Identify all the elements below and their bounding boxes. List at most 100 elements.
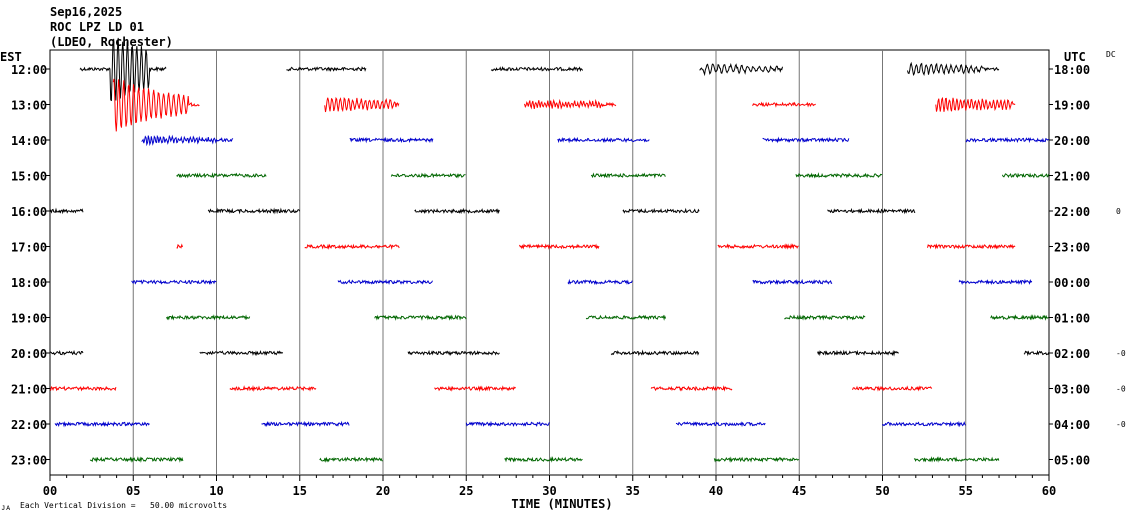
trace-segment — [958, 278, 1033, 286]
utc-hour-label: 02:00 — [1054, 347, 1090, 361]
trace-segment — [784, 314, 866, 321]
x-tick-label: 25 — [459, 484, 473, 498]
trace-segment — [374, 314, 467, 321]
est-hour-label: 22:00 — [11, 418, 47, 432]
utc-hour-label: 21:00 — [1054, 170, 1090, 184]
trace-segment — [176, 172, 267, 179]
trace-segment — [390, 172, 466, 179]
trace-segment — [207, 207, 301, 215]
est-hour-label: 15:00 — [11, 170, 47, 184]
trace-segment — [519, 243, 600, 250]
est-hour-label: 21:00 — [11, 383, 47, 397]
utc-hour-label: 22:00 — [1054, 205, 1090, 219]
trace-segment — [490, 65, 584, 73]
trace-segment — [795, 172, 883, 179]
trace-segment — [882, 420, 967, 428]
trace-segment — [324, 96, 400, 113]
utc-hour-label: 18:00 — [1054, 63, 1090, 77]
trace-segment — [752, 278, 833, 286]
x-tick-label: 45 — [792, 484, 806, 498]
x-axis-title: TIME (MINUTES) — [511, 497, 612, 511]
trace-segment — [49, 349, 84, 356]
trace-segment — [465, 420, 550, 428]
trace-segment — [54, 420, 150, 428]
trace-segment — [927, 243, 1016, 250]
footer-scale-note: Each Vertical Division = 50.00 microvolt… — [20, 501, 227, 510]
trace-segment — [131, 279, 217, 285]
trace-segment — [610, 349, 700, 357]
utc-hour-label: 23:00 — [1054, 241, 1090, 255]
seismic-traces — [49, 37, 1050, 463]
trace-segment — [504, 456, 583, 463]
x-tick-label: 20 — [376, 484, 390, 498]
est-hour-label: 16:00 — [11, 205, 47, 219]
utc-hour-label: 20:00 — [1054, 134, 1090, 148]
trace-segment — [699, 62, 783, 77]
x-tick-label: 55 — [959, 484, 973, 498]
utc-hour-label: 00:00 — [1054, 276, 1090, 290]
trace-segment — [49, 207, 84, 215]
est-hour-label: 14:00 — [11, 134, 47, 148]
trace-segment — [752, 101, 816, 108]
x-tick-label: 35 — [626, 484, 640, 498]
vertical-gridlines — [132, 50, 967, 475]
dc-offset-label: -0 — [1116, 349, 1126, 358]
est-hour-label: 18:00 — [11, 276, 47, 290]
x-tick-label: 60 — [1042, 484, 1056, 498]
left-zone-label: EST — [0, 50, 22, 64]
trace-segment — [913, 456, 1000, 463]
trace-segment — [675, 421, 766, 428]
trace-segment — [414, 207, 500, 215]
trace-segment — [49, 385, 117, 392]
trace-segment — [762, 136, 850, 144]
trace-segment — [319, 456, 383, 463]
est-hour-label: 13:00 — [11, 99, 47, 113]
trace-segment — [524, 98, 617, 110]
utc-hour-label: 04:00 — [1054, 418, 1090, 432]
x-tick-label: 50 — [875, 484, 889, 498]
trace-segment — [176, 243, 183, 249]
trace-segment — [935, 96, 1016, 112]
dc-label: DC — [1106, 50, 1116, 59]
footer-mark: ᴊᴀ — [1, 503, 11, 512]
trace-segment — [965, 136, 1049, 144]
utc-hour-label: 19:00 — [1054, 99, 1090, 113]
trace-segment — [229, 385, 317, 392]
x-tick-label: 15 — [293, 484, 307, 498]
x-tick-label: 40 — [709, 484, 723, 498]
dc-offset-label: -0 — [1116, 420, 1126, 429]
row-labels: 12:00 18:00 13:00 19:00 14:00 20:00 15:00 21:00… — [11, 63, 1126, 468]
trace-segment — [557, 136, 650, 144]
trace-segment — [79, 37, 167, 102]
trace-segment — [112, 78, 200, 132]
trace-segment — [89, 456, 184, 463]
x-tick-label: 10 — [209, 484, 223, 498]
trace-segment — [407, 349, 500, 356]
trace-segment — [304, 243, 400, 250]
est-hour-label: 19:00 — [11, 312, 47, 326]
trace-segment — [166, 314, 251, 321]
x-tick-label: 05 — [126, 484, 140, 498]
trace-segment — [434, 385, 516, 392]
est-hour-label: 23:00 — [11, 454, 47, 468]
trace-segment — [907, 61, 1000, 77]
x-axis-ticks: 00 05 10 15 20 25 30 35 40 45 50 55 60 — [43, 475, 1056, 498]
est-hour-label: 20:00 — [11, 347, 47, 361]
trace-segment — [650, 385, 733, 392]
trace-segment — [337, 279, 433, 285]
trace-segment — [286, 66, 367, 73]
dc-offset-label: -0 — [1116, 385, 1126, 394]
trace-segment — [585, 314, 667, 321]
trace-segment — [852, 385, 933, 392]
x-tick-label: 00 — [43, 484, 57, 498]
trace-segment — [199, 350, 284, 356]
header-network: (LDEO, Rochester) — [50, 35, 173, 49]
trace-segment — [1023, 350, 1050, 357]
utc-hour-label: 05:00 — [1054, 454, 1090, 468]
est-hour-label: 12:00 — [11, 63, 47, 77]
trace-segment — [622, 207, 700, 214]
dc-offset-label: 0 — [1116, 207, 1121, 216]
trace-segment — [827, 207, 916, 215]
utc-hour-label: 03:00 — [1054, 383, 1090, 397]
